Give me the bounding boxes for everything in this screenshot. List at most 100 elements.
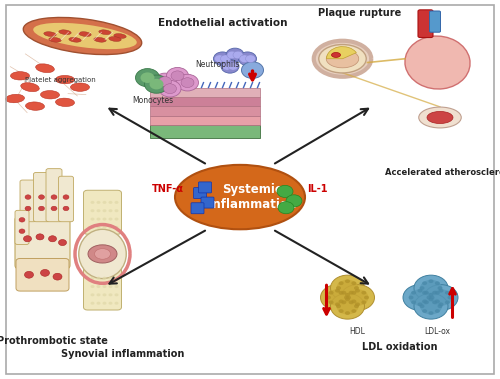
FancyBboxPatch shape xyxy=(34,172,50,222)
Ellipse shape xyxy=(427,111,453,124)
FancyBboxPatch shape xyxy=(15,210,29,244)
Text: Platelet aggregation: Platelet aggregation xyxy=(24,77,96,83)
Circle shape xyxy=(448,296,452,299)
Circle shape xyxy=(96,218,100,221)
Ellipse shape xyxy=(33,23,137,49)
FancyBboxPatch shape xyxy=(191,203,204,214)
FancyBboxPatch shape xyxy=(84,266,122,310)
Circle shape xyxy=(430,296,434,299)
Circle shape xyxy=(355,289,360,293)
Circle shape xyxy=(338,291,344,295)
Circle shape xyxy=(24,271,34,278)
Circle shape xyxy=(220,55,230,63)
Circle shape xyxy=(158,77,172,86)
Text: TNF-α: TNF-α xyxy=(152,185,184,194)
Text: Systemic
Inflammation: Systemic Inflammation xyxy=(208,183,296,211)
Circle shape xyxy=(335,302,340,306)
Circle shape xyxy=(246,55,256,63)
Circle shape xyxy=(136,69,160,87)
Text: LDL oxidation: LDL oxidation xyxy=(362,342,438,352)
Ellipse shape xyxy=(20,83,40,91)
Circle shape xyxy=(114,302,118,305)
Circle shape xyxy=(114,209,118,212)
Circle shape xyxy=(24,236,32,242)
Circle shape xyxy=(409,289,431,306)
Circle shape xyxy=(102,302,106,305)
Circle shape xyxy=(422,291,427,295)
Ellipse shape xyxy=(319,45,366,73)
Circle shape xyxy=(338,309,344,313)
Circle shape xyxy=(346,289,368,306)
Circle shape xyxy=(435,299,440,303)
Circle shape xyxy=(438,286,442,290)
Circle shape xyxy=(432,291,437,294)
Circle shape xyxy=(420,304,424,308)
Circle shape xyxy=(336,304,341,308)
Circle shape xyxy=(96,201,100,204)
Ellipse shape xyxy=(332,52,340,57)
Ellipse shape xyxy=(36,64,54,73)
Circle shape xyxy=(140,72,154,83)
Circle shape xyxy=(403,285,437,310)
Circle shape xyxy=(354,286,359,290)
Text: IL-1: IL-1 xyxy=(307,185,328,194)
Circle shape xyxy=(328,301,334,304)
Circle shape xyxy=(166,67,188,84)
Circle shape xyxy=(411,291,416,294)
Text: Plaque rupture: Plaque rupture xyxy=(318,8,402,18)
Circle shape xyxy=(96,285,100,288)
Circle shape xyxy=(114,285,118,288)
Circle shape xyxy=(277,185,293,197)
Circle shape xyxy=(102,218,106,221)
Circle shape xyxy=(102,285,106,288)
Ellipse shape xyxy=(79,32,91,36)
Circle shape xyxy=(240,55,250,63)
Circle shape xyxy=(345,298,350,301)
Ellipse shape xyxy=(70,83,90,91)
Circle shape xyxy=(338,299,344,303)
Circle shape xyxy=(345,311,350,315)
Circle shape xyxy=(48,236,56,242)
Circle shape xyxy=(414,293,448,319)
Circle shape xyxy=(114,201,118,204)
Circle shape xyxy=(278,202,294,214)
Circle shape xyxy=(40,269,50,276)
Circle shape xyxy=(352,281,356,285)
Circle shape xyxy=(108,226,112,229)
Circle shape xyxy=(418,289,422,293)
Text: Monocytes: Monocytes xyxy=(132,96,173,105)
Circle shape xyxy=(336,286,341,290)
Ellipse shape xyxy=(405,36,470,89)
Circle shape xyxy=(420,286,424,290)
Circle shape xyxy=(102,201,106,204)
Ellipse shape xyxy=(94,249,110,259)
Circle shape xyxy=(426,296,432,299)
Circle shape xyxy=(164,84,176,94)
Circle shape xyxy=(340,285,374,310)
Circle shape xyxy=(25,206,31,211)
Circle shape xyxy=(355,302,360,306)
FancyBboxPatch shape xyxy=(418,10,433,38)
Circle shape xyxy=(19,218,25,222)
Circle shape xyxy=(438,289,444,293)
Circle shape xyxy=(414,275,448,301)
Circle shape xyxy=(438,304,442,308)
Circle shape xyxy=(114,226,118,229)
Circle shape xyxy=(90,201,94,204)
Circle shape xyxy=(114,293,118,296)
Circle shape xyxy=(432,301,437,304)
Circle shape xyxy=(352,309,356,313)
Circle shape xyxy=(108,277,112,280)
Circle shape xyxy=(445,301,450,304)
Circle shape xyxy=(228,63,238,70)
FancyBboxPatch shape xyxy=(46,169,62,222)
Circle shape xyxy=(96,226,100,229)
Circle shape xyxy=(214,52,232,66)
Circle shape xyxy=(108,293,112,296)
Circle shape xyxy=(422,281,427,285)
Ellipse shape xyxy=(26,102,44,110)
FancyBboxPatch shape xyxy=(15,216,70,269)
Circle shape xyxy=(352,299,356,303)
Circle shape xyxy=(90,285,94,288)
FancyBboxPatch shape xyxy=(201,197,214,208)
